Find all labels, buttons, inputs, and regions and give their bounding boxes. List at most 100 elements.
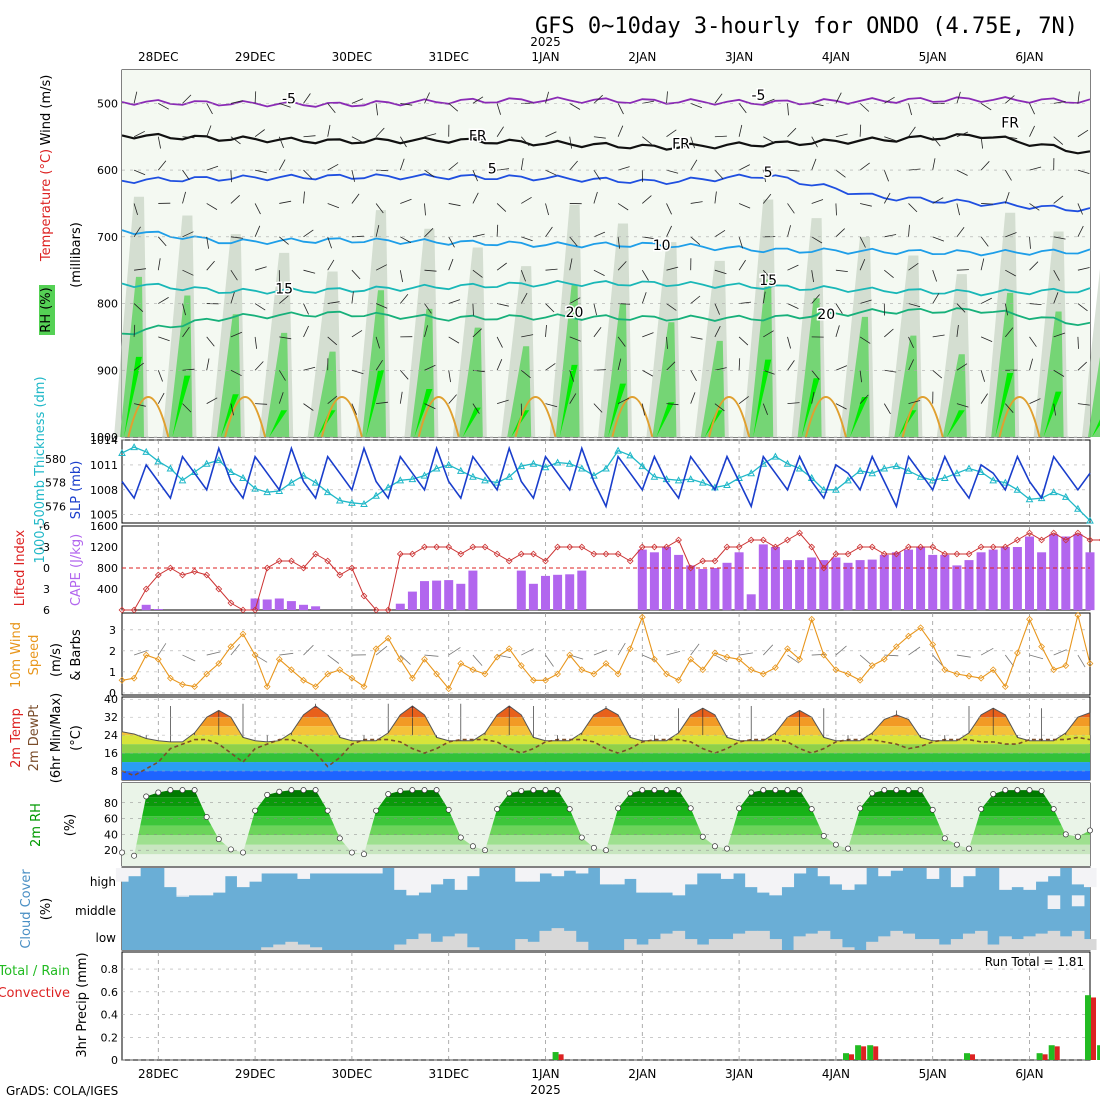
rh-marker (531, 788, 536, 793)
precip-tick-label: 0.4 (101, 1009, 119, 1022)
rh-marker (228, 847, 233, 852)
high-cloud-bar (249, 868, 262, 882)
cape-bar (311, 606, 320, 610)
cape-bar (299, 605, 308, 610)
low-cloud-bar (636, 945, 649, 950)
cape-tick-label: 800 (97, 562, 118, 575)
low-cloud-bar (685, 939, 698, 950)
high-cloud-bar (564, 868, 577, 871)
cape-bar (1049, 534, 1058, 610)
temp-tick-label: 32 (104, 711, 118, 724)
precip-convective-bar (849, 1054, 854, 1060)
high-cloud-bar (1023, 868, 1036, 890)
high-cloud-bar (552, 868, 565, 876)
low-cloud-bar (987, 945, 1000, 950)
pressure-tick-label: 900 (97, 364, 118, 377)
rh-marker (906, 788, 911, 793)
low-cloud-bar (273, 945, 286, 950)
bottom-date-label: 28DEC (138, 1067, 178, 1081)
contour-label: FR (672, 137, 690, 153)
slp-tick-label: 1014 (90, 434, 118, 447)
rh-marker (652, 788, 657, 793)
rh-marker (858, 806, 863, 811)
rh-marker (954, 842, 959, 847)
low-cloud-bar (1011, 939, 1024, 950)
low-cloud-bar (866, 942, 879, 950)
temp-band (122, 753, 1090, 762)
high-cloud-bar (890, 868, 903, 871)
surface-wind-barb (521, 649, 534, 655)
cape-bar (529, 584, 538, 610)
surface-wind-barb (473, 655, 482, 666)
contour-label: FR (469, 129, 487, 145)
low-cloud-bar (624, 939, 637, 950)
cape-bar (420, 581, 429, 610)
rh-marker (325, 808, 330, 813)
contour-label: FR (1001, 115, 1019, 131)
rh-marker (640, 788, 645, 793)
rh-marker (240, 850, 245, 855)
axis-label-barbs: & Barbs (69, 629, 84, 681)
axis-label-millibars: (millibars) (69, 222, 84, 288)
cape-bar (686, 565, 695, 610)
rh-marker (253, 808, 258, 813)
rh-marker (289, 788, 294, 793)
rh-marker (821, 833, 826, 838)
surface-wind-barb (884, 655, 898, 656)
thickness-tick-label: 576 (45, 500, 66, 513)
cape-bar (904, 550, 913, 610)
low-cloud-bar (310, 947, 323, 950)
cape-bar (723, 563, 732, 610)
bottom-date-label: 30DEC (332, 1067, 372, 1081)
rh-marker (930, 807, 935, 812)
top-date-label: 30DEC (332, 50, 372, 64)
precip-tick-label: 0.2 (101, 1031, 119, 1044)
cape-bar (977, 552, 986, 610)
rh-marker (628, 791, 633, 796)
rh-tick-label: 20 (104, 844, 118, 857)
rh-marker (277, 789, 282, 794)
high-cloud-bar (1048, 868, 1061, 876)
axis-label-cape: CAPE (J/kg) (69, 534, 84, 606)
temp-tick-label: 40 (104, 693, 118, 706)
low-cloud-bar (297, 945, 310, 950)
cape-bar (1037, 552, 1046, 610)
cape-bar (408, 592, 417, 610)
low-cloud-bar (1060, 936, 1073, 950)
rh-marker (845, 846, 850, 851)
precip-total-bar (1085, 995, 1091, 1060)
rh-marker (809, 806, 814, 811)
rh-marker (1087, 828, 1092, 833)
temp-band (122, 708, 1090, 717)
cape-bar (807, 558, 816, 611)
top-date-label: 29DEC (235, 50, 275, 64)
high-cloud-bar (467, 868, 480, 876)
precip-total-bar (855, 1045, 861, 1060)
surface-wind-barb (207, 652, 221, 655)
cape-bar (1073, 534, 1082, 610)
thickness-tick-label: 580 (45, 453, 66, 466)
surface-wind-barb (909, 647, 921, 655)
surface-wind-barb (425, 655, 439, 656)
precip-convective-bar (873, 1046, 878, 1060)
rh-marker (942, 836, 947, 841)
axis-label-temp-units: (°C) (69, 725, 84, 751)
low-cloud-bar (394, 945, 407, 950)
rh-marker (579, 835, 584, 840)
temp-bands (122, 668, 1090, 780)
high-cloud-bar (116, 868, 129, 882)
li-tick-label: 6 (43, 604, 50, 617)
high-cloud-bar (1072, 868, 1085, 884)
top-date-label: 6JAN (1015, 50, 1043, 64)
high-cloud-bar (346, 868, 359, 873)
cape-bar (275, 599, 284, 611)
rh-marker (180, 788, 185, 793)
rh-marker (337, 836, 342, 841)
top-date-label: 4JAN (822, 50, 850, 64)
surface-wind-barb (667, 651, 681, 655)
low-cloud-bar (261, 947, 274, 950)
axis-label-wind-units: (m/s) (49, 643, 64, 677)
low-cloud-bar (515, 939, 528, 950)
cape-bar (771, 547, 780, 610)
chart-title: GFS 0~10day 3-hourly for ONDO (4.75E, 7N… (535, 14, 1078, 39)
